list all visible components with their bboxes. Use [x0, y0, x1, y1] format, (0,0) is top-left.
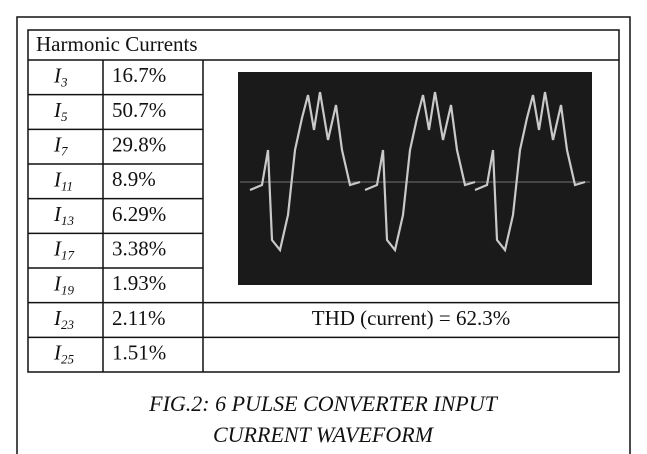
harmonic-symbol: I — [53, 98, 62, 122]
waveform — [240, 91, 590, 253]
thd-text: THD (current) = 62.3% — [312, 306, 510, 330]
harmonic-symbol: I — [53, 63, 62, 87]
table-title: Harmonic Currents — [36, 32, 198, 56]
harmonic-order: 25 — [61, 352, 75, 367]
caption-line-2: CURRENT WAVEFORM — [213, 422, 435, 447]
harmonic-value: 29.8% — [112, 132, 166, 156]
harmonic-value: 3.38% — [112, 236, 166, 260]
harmonic-value: 1.93% — [112, 271, 166, 295]
table-border — [27, 29, 620, 373]
harmonic-order: 11 — [61, 178, 73, 193]
harmonic-value: 6.29% — [112, 202, 166, 226]
harmonic-label: I25 — [53, 340, 75, 366]
scope-screen — [238, 72, 592, 285]
harmonic-symbol: I — [53, 202, 62, 226]
harmonic-value: 50.7% — [112, 98, 166, 122]
harmonic-order: 17 — [61, 248, 75, 263]
oscilloscope-image — [238, 72, 592, 285]
outer-frame — [16, 16, 631, 454]
harmonic-order: 7 — [61, 144, 68, 159]
harmonic-symbol: I — [53, 340, 62, 364]
caption-line-1: FIG.2: 6 PULSE CONVERTER INPUT — [148, 391, 498, 416]
harmonic-order: 3 — [60, 74, 68, 89]
harmonic-value: 16.7% — [112, 63, 166, 87]
harmonic-value: 8.9% — [112, 167, 156, 191]
harmonic-symbol: I — [53, 132, 62, 156]
trace — [249, 91, 586, 253]
harmonic-value: 1.51% — [112, 340, 166, 364]
rows: I3 16.7%I5 50.7%I7 29.8%I11 8.9%I13 6.29%I17 3… — [28, 60, 619, 372]
harmonic-label: I19 — [53, 271, 75, 297]
harmonic-label: I7 — [53, 132, 68, 158]
harmonic-symbol: I — [53, 271, 62, 295]
harmonic-label: I5 — [53, 98, 68, 124]
harmonic-label: I13 — [53, 202, 75, 228]
harmonic-label: I23 — [53, 306, 75, 332]
harmonic-value: 2.11% — [112, 306, 165, 330]
harmonic-order: 13 — [61, 213, 75, 228]
harmonic-order: 19 — [61, 282, 75, 297]
harmonic-label: I17 — [53, 236, 75, 262]
harmonic-order: 23 — [61, 317, 75, 332]
harmonic-symbol: I — [53, 167, 62, 191]
harmonic-order: 5 — [61, 109, 68, 124]
harmonic-symbol: I — [53, 306, 62, 330]
harmonic-label: I3 — [53, 63, 68, 89]
harmonic-label: I11 — [53, 167, 73, 193]
harmonic-symbol: I — [53, 236, 62, 260]
